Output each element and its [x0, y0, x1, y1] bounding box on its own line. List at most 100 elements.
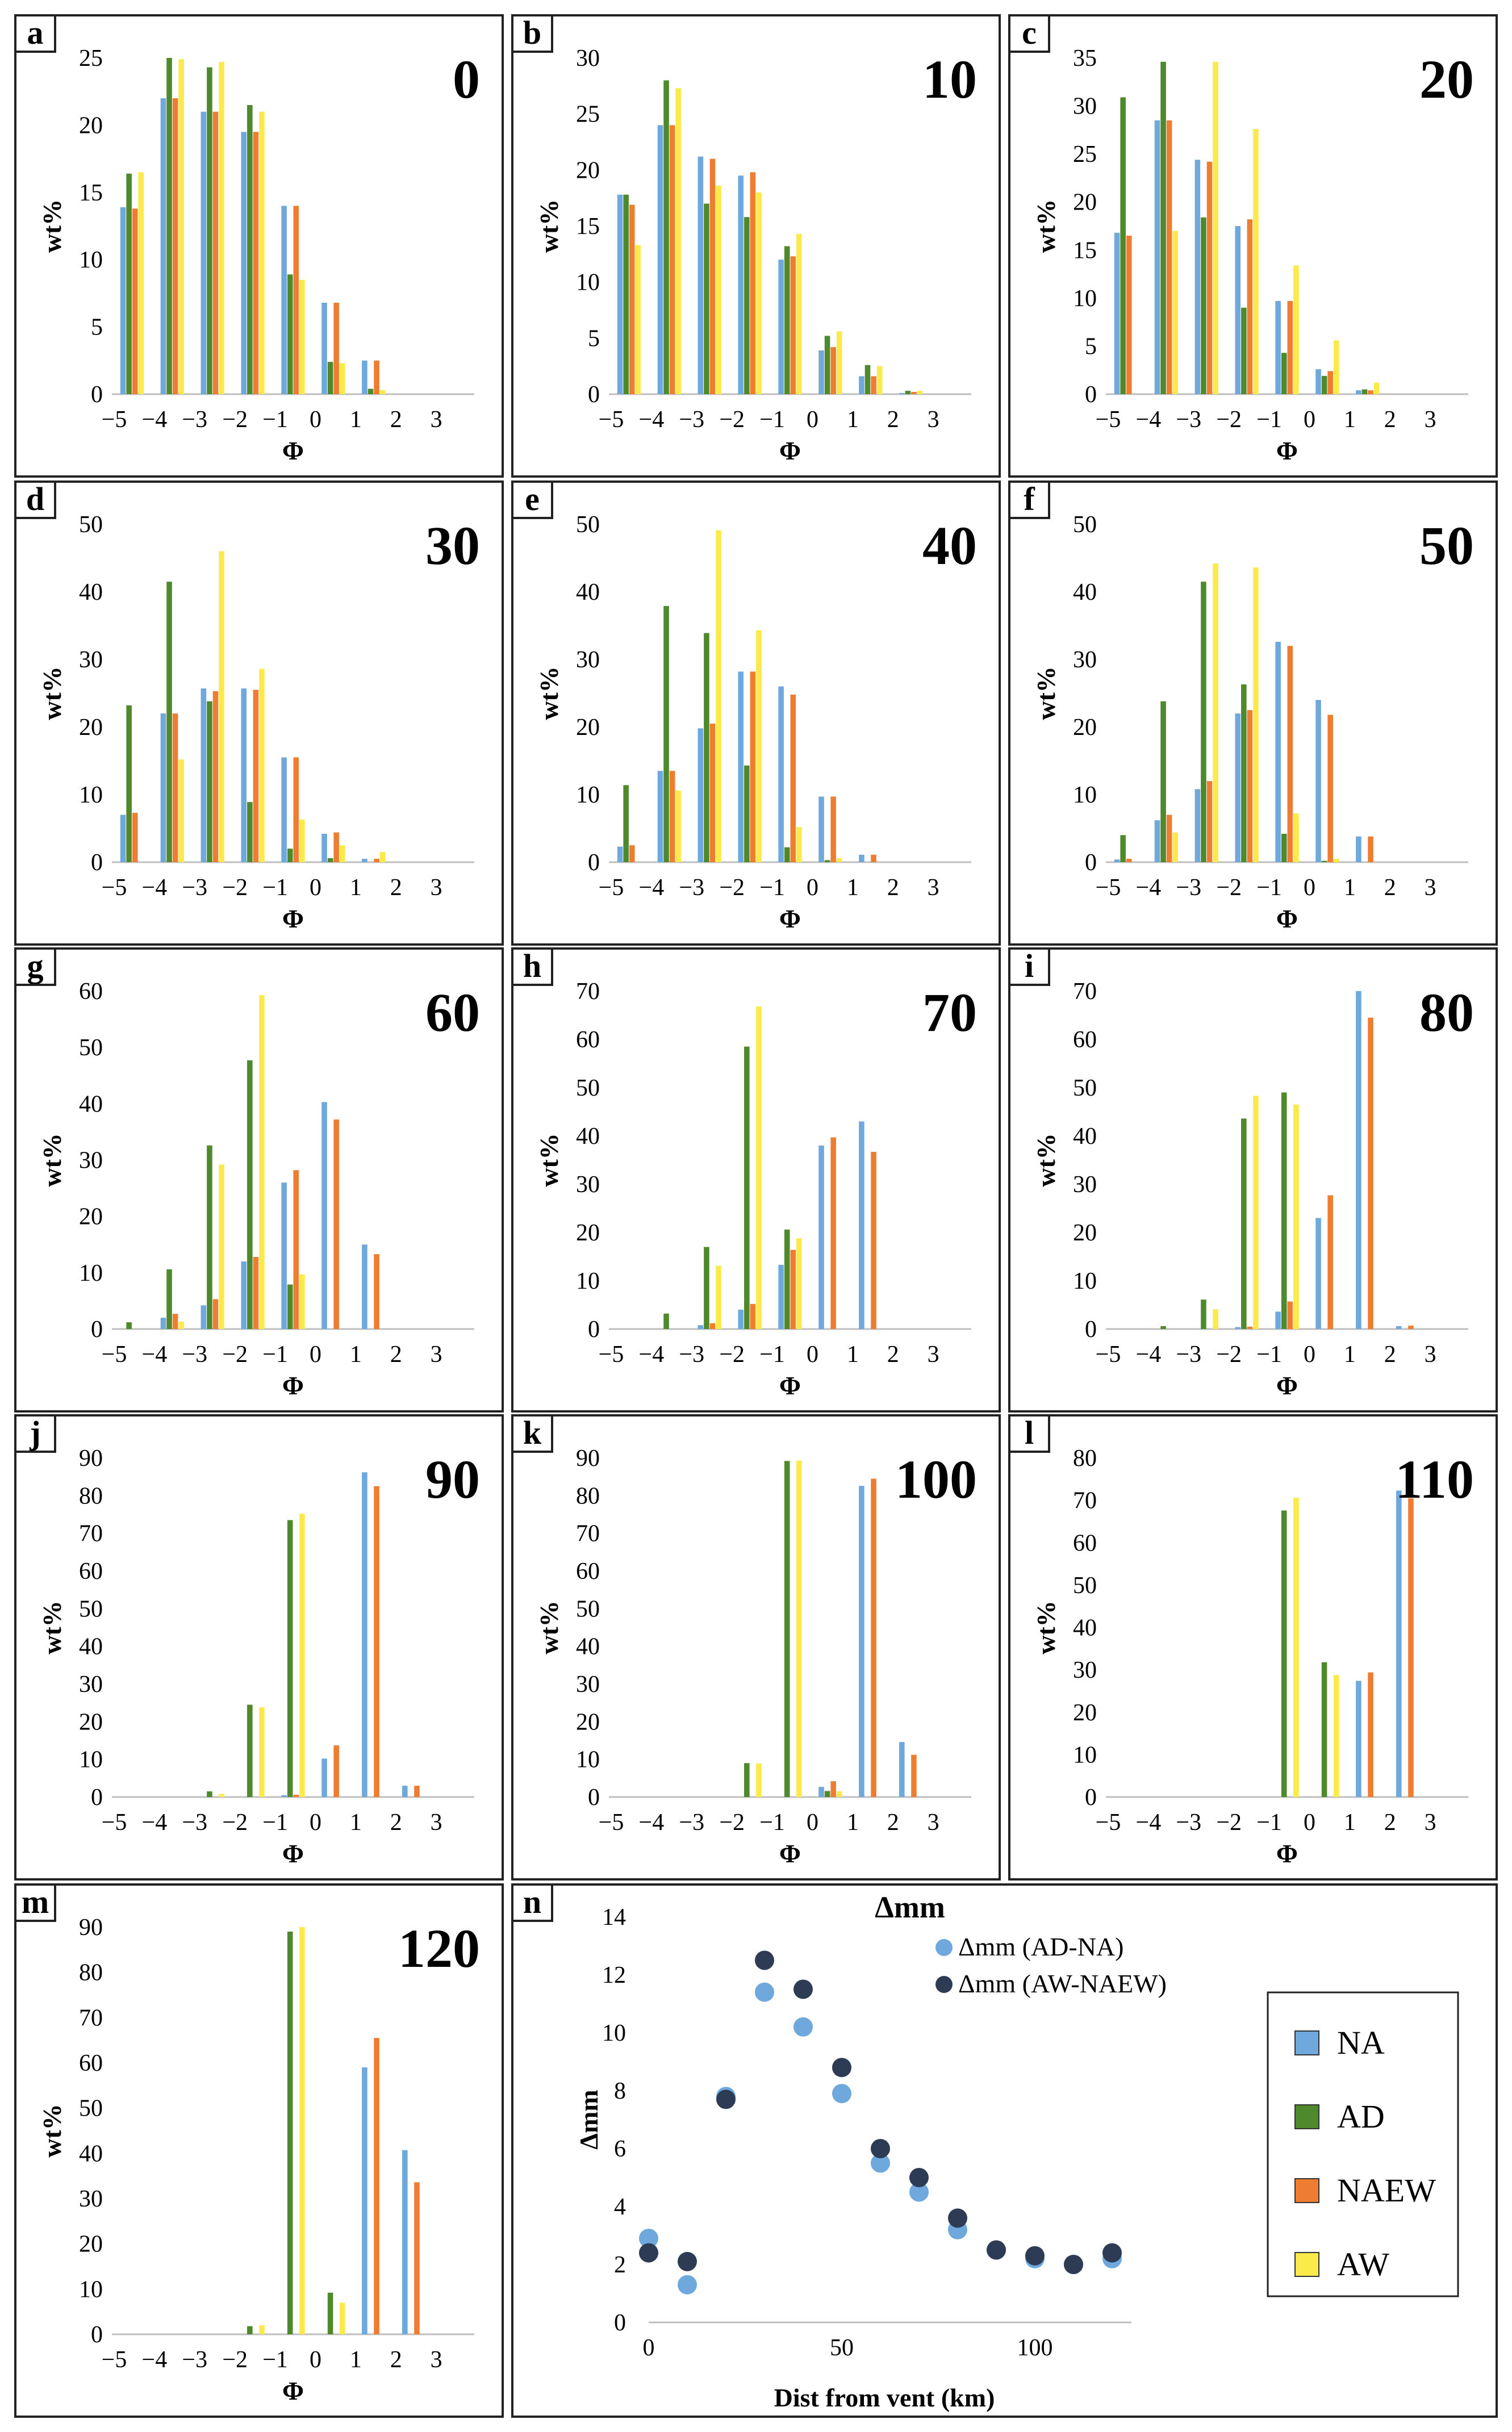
x-tick-label: −2 — [222, 1342, 248, 1368]
y-tick-label: 0 — [588, 1317, 600, 1343]
bar-ad — [1160, 701, 1166, 862]
bar-ad — [744, 1046, 750, 1329]
point-ad-na — [755, 1982, 774, 2002]
panel-m: m 0 10 20 30 40 50 60 70 80 90 −5 −4 −3 −2 −1 0 1 2 3 Φwt% 12… — [14, 1883, 504, 2418]
x-tick-label: 1 — [350, 2347, 362, 2373]
bar-naew — [212, 111, 219, 394]
panel-title: 90 — [425, 1449, 480, 1510]
panel-j: j 0 10 20 30 40 50 60 70 80 90 −5 −4 −3 −2 −1 0 1 2 3 Φwt% 90 — [14, 1414, 504, 1881]
y-tick-label: 50 — [576, 1596, 600, 1622]
x-tick-label: −5 — [599, 1342, 624, 1368]
bar-aw — [1293, 1104, 1299, 1329]
panel-title: 110 — [1395, 1449, 1474, 1510]
x-tick-label: 3 — [928, 407, 939, 433]
x-tick-label: −1 — [1256, 875, 1282, 901]
x-tick-label: −3 — [182, 407, 207, 433]
bar-ad — [327, 858, 333, 862]
bar-aw — [1253, 1096, 1259, 1329]
y-tick-label: 5 — [91, 315, 103, 341]
bar-naew — [790, 256, 796, 394]
panel-label-box — [511, 14, 553, 53]
x-tick-label: −4 — [1136, 407, 1162, 433]
bar-ad — [1241, 684, 1247, 862]
x-tick-label: 2 — [887, 1342, 899, 1368]
x-tick-label: −4 — [639, 407, 665, 433]
bar-naew — [253, 1257, 259, 1329]
x-tick-label: −1 — [759, 1342, 785, 1368]
y-tick-label: 30 — [1073, 94, 1097, 120]
x-tick-label: 100 — [1017, 2335, 1053, 2361]
x-tick-label: −4 — [142, 2347, 168, 2373]
bar-aw — [219, 551, 224, 862]
bar-na — [778, 1264, 784, 1329]
point-aw-naew — [1064, 2255, 1083, 2274]
y-axis-title: wt% — [534, 666, 563, 720]
panel-title: 80 — [1419, 982, 1474, 1043]
bar-ad — [824, 336, 830, 394]
x-tick-label: 3 — [1425, 875, 1436, 901]
x-tick-label: 3 — [928, 1810, 939, 1836]
panel-frame — [1008, 1414, 1498, 1881]
bar-na — [362, 859, 367, 862]
panel-label-box — [14, 1414, 56, 1453]
panel-label-box — [511, 1414, 553, 1453]
bar-na — [281, 206, 287, 394]
point-ad-na — [793, 2017, 813, 2037]
bar-naew — [750, 1303, 756, 1329]
bar-aw — [1373, 382, 1380, 394]
bar-aw — [796, 1238, 802, 1329]
x-tick-label: −1 — [262, 407, 288, 433]
bar-na — [281, 757, 287, 862]
panel-c: c 0 5 10 15 20 25 30 35 −5 −4 −3 −2 −1 0 1 2 3 Φwt% 20 — [1008, 14, 1498, 478]
y-tick-label: 40 — [1073, 1615, 1097, 1641]
point-ad-na — [639, 2229, 658, 2249]
bar-naew — [1247, 1326, 1253, 1329]
x-tick-label: −2 — [1216, 407, 1242, 433]
x-tick-label: −4 — [639, 1342, 665, 1368]
y-tick-label: 20 — [79, 714, 103, 741]
point-aw-naew — [678, 2251, 697, 2271]
bar-ad — [1281, 834, 1287, 862]
x-tick-label: −5 — [102, 407, 127, 433]
y-tick-label: 10 — [602, 2020, 626, 2046]
bar-ad — [744, 765, 750, 862]
panel-label-box — [1008, 480, 1050, 519]
y-tick-label: 0 — [91, 1317, 103, 1343]
x-tick-label: 3 — [928, 875, 939, 901]
panel-label: b — [523, 14, 541, 51]
x-tick-label: 1 — [847, 875, 859, 901]
point-ad-na — [909, 2182, 929, 2202]
bar-na — [1356, 991, 1361, 1329]
x-tick-label: −4 — [1136, 1810, 1162, 1836]
bar-naew — [709, 724, 716, 862]
y-tick-label: 25 — [1073, 141, 1097, 168]
bar-aw — [716, 185, 721, 394]
point-aw-naew — [1102, 2243, 1122, 2263]
bar-naew — [1408, 1326, 1414, 1329]
x-tick-label: 2 — [390, 2347, 402, 2373]
y-tick-label: 25 — [79, 45, 103, 72]
point-ad-na — [871, 2153, 890, 2173]
bar-na — [1275, 1311, 1281, 1329]
bar-aw — [756, 1763, 762, 1797]
bar-na — [1114, 232, 1120, 394]
bar-na — [1315, 1218, 1321, 1329]
bar-na — [1275, 642, 1281, 862]
y-tick-label: 40 — [79, 579, 103, 605]
bar-naew — [1368, 1017, 1373, 1329]
x-tick-label: −5 — [1096, 1810, 1121, 1836]
y-tick-label: 10 — [79, 782, 103, 808]
bar-aw — [219, 62, 224, 394]
x-tick-label: −2 — [222, 2347, 248, 2373]
panel-title: 100 — [895, 1449, 977, 1510]
y-tick-label: 60 — [576, 1558, 600, 1585]
bar-naew — [1287, 646, 1293, 862]
y-tick-label: 90 — [79, 1915, 103, 1941]
y-axis-title: wt% — [37, 2104, 66, 2158]
panel-label-box — [14, 947, 56, 986]
bar-na — [362, 360, 367, 394]
bar-aw — [1333, 1675, 1339, 1797]
x-tick-label: 0 — [1304, 1342, 1315, 1368]
bar-naew — [830, 796, 836, 862]
y-tick-label: 70 — [79, 1521, 103, 1547]
